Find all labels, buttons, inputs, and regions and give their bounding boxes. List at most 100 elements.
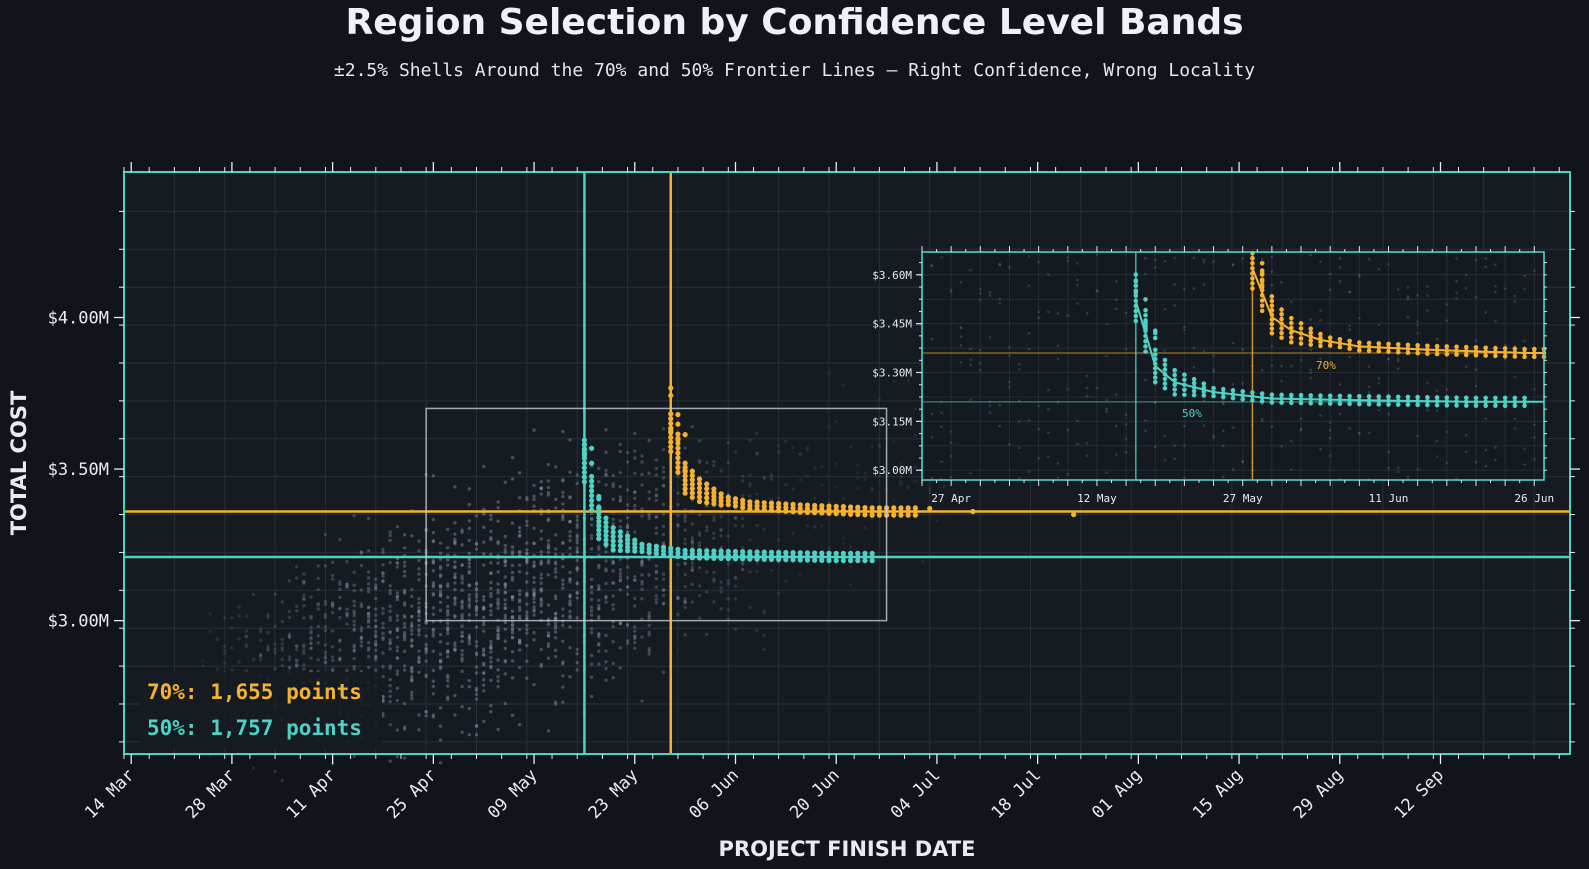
cloud-point: [323, 654, 328, 658]
band-point-50%: [1220, 386, 1226, 392]
cloud-point: [726, 582, 730, 586]
cloud-point: [525, 631, 529, 635]
band-point-50%: [862, 550, 868, 556]
inset-cloud-point: [940, 460, 943, 463]
cloud-point: [402, 569, 407, 574]
band-point-50%: [826, 550, 832, 556]
cloud-point: [870, 488, 874, 492]
band-point-70%: [797, 502, 803, 508]
cloud-point: [647, 647, 651, 651]
cloud-point: [597, 614, 601, 619]
inset-cloud-point: [1445, 430, 1449, 434]
cloud-point: [510, 615, 515, 619]
cloud-point: [568, 534, 572, 538]
cloud-point: [446, 625, 450, 630]
band-point-70%: [1259, 303, 1265, 308]
cloud-point: [525, 610, 529, 614]
band-point-70%: [675, 450, 681, 456]
cloud-point: [381, 665, 385, 669]
x-tick-label: 23 May: [585, 765, 643, 823]
cloud-point: [438, 585, 443, 589]
band-point-50%: [862, 554, 868, 560]
band-point-50%: [1493, 399, 1498, 405]
cloud-point: [446, 654, 450, 659]
band-point-50%: [1308, 400, 1314, 406]
band-point-50%: [1230, 391, 1236, 397]
inset-cloud-point: [1406, 315, 1410, 319]
cloud-point: [791, 487, 795, 491]
cloud-point: [395, 626, 400, 631]
band-point-50%: [812, 550, 818, 556]
cloud-point: [791, 531, 795, 536]
cloud-point: [438, 541, 443, 545]
cloud-point: [467, 519, 472, 523]
cloud-point: [482, 552, 486, 556]
inset-cloud-point: [1494, 446, 1497, 449]
cloud-point: [467, 565, 472, 569]
cloud-point: [539, 561, 543, 565]
cloud-point: [482, 607, 486, 611]
cloud-point: [697, 513, 702, 517]
band-point-50%: [790, 557, 796, 563]
band-point-50%: [1143, 338, 1148, 344]
band-point-70%: [1289, 320, 1294, 326]
cloud-point: [287, 665, 292, 670]
band-point-70%: [862, 504, 868, 511]
cloud-point: [258, 654, 263, 659]
inset-cloud-point: [1474, 460, 1478, 464]
inset-cloud-point: [1115, 453, 1118, 457]
band-point-50%: [1502, 403, 1508, 409]
cloud-point: [654, 466, 659, 471]
band-point-70%: [1434, 343, 1440, 349]
plot-frame: [123, 171, 1571, 755]
inset-cloud-point: [1367, 431, 1371, 435]
cloud-point: [467, 569, 472, 574]
band-point-50%: [603, 528, 609, 534]
cloud-point: [431, 583, 436, 587]
band-point-50%: [725, 555, 731, 562]
band-point-70%: [725, 498, 731, 504]
inset-cloud-point: [1387, 357, 1390, 361]
cloud-point: [381, 547, 385, 551]
band-point-70%: [1289, 325, 1294, 331]
band-point-70%: [1425, 343, 1430, 349]
cloud-point: [417, 660, 421, 664]
cloud-point: [460, 652, 464, 657]
cloud-point: [417, 558, 421, 563]
band-point-70%: [682, 490, 688, 496]
cloud-point: [740, 567, 745, 572]
cloud-point: [273, 592, 277, 596]
cloud-point: [338, 587, 342, 592]
band-point-50%: [1454, 403, 1459, 408]
cloud-point: [503, 583, 507, 587]
cloud-point: [546, 644, 551, 649]
cloud-point: [424, 659, 428, 663]
cloud-point: [388, 630, 392, 634]
band-point-50%: [653, 550, 659, 557]
cloud-point: [517, 627, 522, 632]
band-point-50%: [624, 548, 631, 554]
cloud-point: [302, 580, 306, 584]
inset-cloud-point: [1066, 256, 1070, 259]
cloud-point: [611, 581, 615, 585]
inset-cloud-point: [1464, 450, 1468, 453]
cloud-point: [489, 650, 493, 654]
cloud-point: [539, 572, 543, 577]
cloud-point: [366, 665, 371, 670]
cloud-point: [697, 566, 702, 570]
cloud-point: [640, 559, 644, 564]
inset-cloud-point: [930, 337, 934, 341]
cloud-point: [589, 613, 594, 617]
inset-cloud-point: [1367, 391, 1371, 394]
band-point-50%: [617, 538, 623, 544]
band-point-50%: [581, 442, 588, 448]
cloud-point: [388, 588, 392, 593]
cloud-point: [287, 579, 292, 583]
cloud-point: [776, 496, 781, 500]
cloud-point: [345, 614, 349, 618]
cloud-point: [287, 632, 292, 636]
cloud-point: [395, 561, 400, 565]
band-point-70%: [1473, 352, 1479, 358]
cloud-point: [446, 631, 450, 636]
cloud-point: [510, 570, 515, 575]
